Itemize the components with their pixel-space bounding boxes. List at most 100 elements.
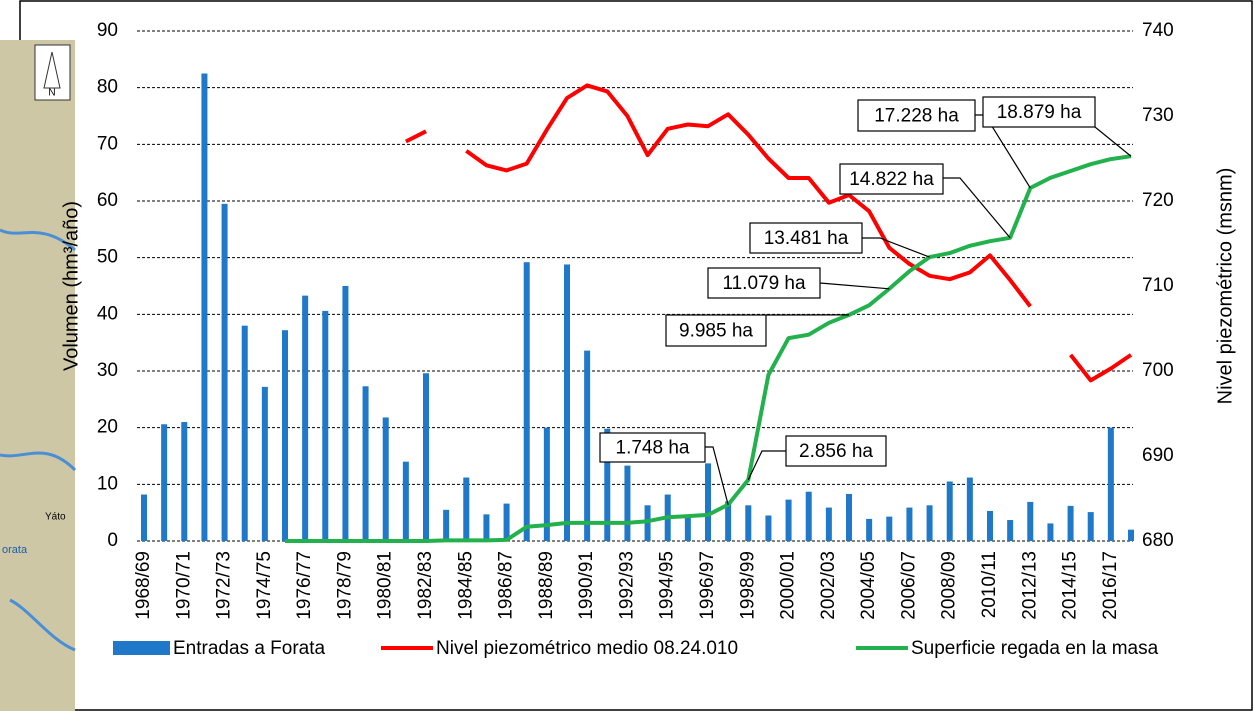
annotation: 1.748 ha	[616, 438, 690, 459]
bar	[322, 311, 328, 541]
legend-label: Superficie regada en la masa	[911, 638, 1159, 659]
bar	[1007, 520, 1013, 541]
bar	[1027, 502, 1033, 541]
bar	[564, 264, 570, 541]
y2-tick-label: 740	[1142, 20, 1174, 41]
bar	[987, 511, 993, 541]
x-tick-label: 1992/93	[616, 551, 637, 620]
x-tick-label: 2004/05	[858, 551, 879, 620]
y-tick-label: 60	[97, 190, 118, 211]
bar	[302, 296, 308, 541]
bar	[765, 516, 771, 542]
x-tick-label: 2006/07	[898, 551, 919, 620]
bar	[524, 262, 530, 541]
bar	[403, 462, 409, 541]
y-tick-label: 50	[97, 247, 118, 268]
y-tick-label: 10	[97, 473, 118, 494]
bar	[685, 516, 691, 542]
bar	[262, 387, 268, 541]
y2-tick-label: 720	[1142, 190, 1174, 211]
legend-label: Entradas a Forata	[173, 638, 326, 659]
bar	[282, 330, 288, 541]
y-tick-label: 40	[97, 303, 118, 324]
bar	[705, 463, 711, 541]
x-tick-label: 1988/89	[536, 551, 557, 620]
map-label: N	[48, 88, 55, 99]
legend-label: Nivel piezométrico medio 08.24.010	[436, 638, 738, 659]
bar	[745, 505, 751, 541]
bar	[181, 422, 187, 541]
annotation: 14.822 ha	[849, 169, 934, 190]
annotation: 9.985 ha	[679, 321, 753, 342]
x-tick-label: 2014/15	[1060, 551, 1081, 620]
x-tick-label: 1978/79	[334, 551, 355, 620]
bar	[423, 373, 429, 541]
x-tick-label: 1994/95	[657, 551, 678, 620]
y2-tick-label: 710	[1142, 275, 1174, 296]
bar	[383, 417, 389, 541]
bar	[806, 492, 812, 541]
bar	[906, 508, 912, 541]
y-tick-label: 70	[97, 133, 118, 154]
bar	[443, 510, 449, 541]
x-tick-label: 1996/97	[697, 551, 718, 620]
bar	[947, 482, 953, 542]
annotation: 11.079 ha	[722, 273, 806, 294]
legend-swatch	[113, 641, 170, 655]
y-axis-title: Volumen (hm³/año)	[60, 201, 82, 371]
x-tick-label: 1972/73	[214, 551, 235, 620]
y-tick-label: 80	[97, 77, 118, 98]
bar	[1108, 428, 1114, 541]
map-label: Yáto	[45, 512, 66, 523]
y-tick-label: 90	[97, 20, 118, 41]
x-tick-label: 1984/85	[455, 551, 476, 620]
x-tick-label: 2012/13	[1019, 551, 1040, 620]
bar	[161, 424, 167, 541]
y2-axis-title: Nivel piezométrico (msnm)	[1214, 168, 1236, 405]
bar	[846, 494, 852, 541]
bar	[1128, 530, 1134, 541]
x-tick-label: 1974/75	[254, 551, 275, 620]
x-tick-label: 1976/77	[294, 551, 315, 620]
bar	[1047, 523, 1053, 541]
y-tick-label: 20	[97, 417, 118, 438]
x-tick-label: 1998/99	[737, 551, 758, 620]
x-tick-label: 2000/01	[778, 551, 799, 620]
y2-tick-label: 700	[1142, 360, 1174, 381]
bar	[826, 508, 832, 541]
bar	[504, 504, 510, 541]
x-tick-label: 1982/83	[415, 551, 436, 620]
bar	[967, 478, 973, 541]
x-tick-label: 1980/81	[375, 551, 396, 620]
bar	[363, 386, 369, 541]
bar	[463, 478, 469, 541]
bar	[342, 286, 348, 541]
bar	[141, 495, 147, 541]
bar	[222, 204, 228, 541]
x-tick-label: 2016/17	[1100, 551, 1121, 620]
x-tick-label: 2002/03	[818, 551, 839, 620]
x-tick-label: 1986/87	[496, 551, 517, 620]
bar	[483, 514, 489, 541]
x-tick-label: 2008/09	[939, 551, 960, 620]
y2-tick-label: 730	[1142, 105, 1174, 126]
bar	[1088, 512, 1094, 541]
y2-tick-label: 680	[1142, 530, 1174, 551]
annotation: 18.879 ha	[997, 102, 1082, 123]
bar	[1068, 506, 1074, 541]
bar	[866, 519, 872, 541]
x-tick-label: 1970/71	[173, 551, 194, 620]
bar	[886, 517, 892, 541]
y-tick-label: 0	[107, 530, 118, 551]
x-tick-label: 1968/69	[133, 551, 154, 620]
annotation: 13.481 ha	[764, 228, 849, 249]
annotation: 2.856 ha	[799, 441, 873, 462]
map-label: orata	[2, 544, 28, 556]
y-tick-label: 30	[97, 360, 118, 381]
bar	[584, 351, 590, 541]
x-tick-label: 2010/11	[979, 551, 1000, 618]
map-fragment: N Yáto orata	[0, 40, 75, 711]
bar	[927, 505, 933, 541]
bar	[242, 326, 248, 541]
bar	[201, 74, 207, 542]
